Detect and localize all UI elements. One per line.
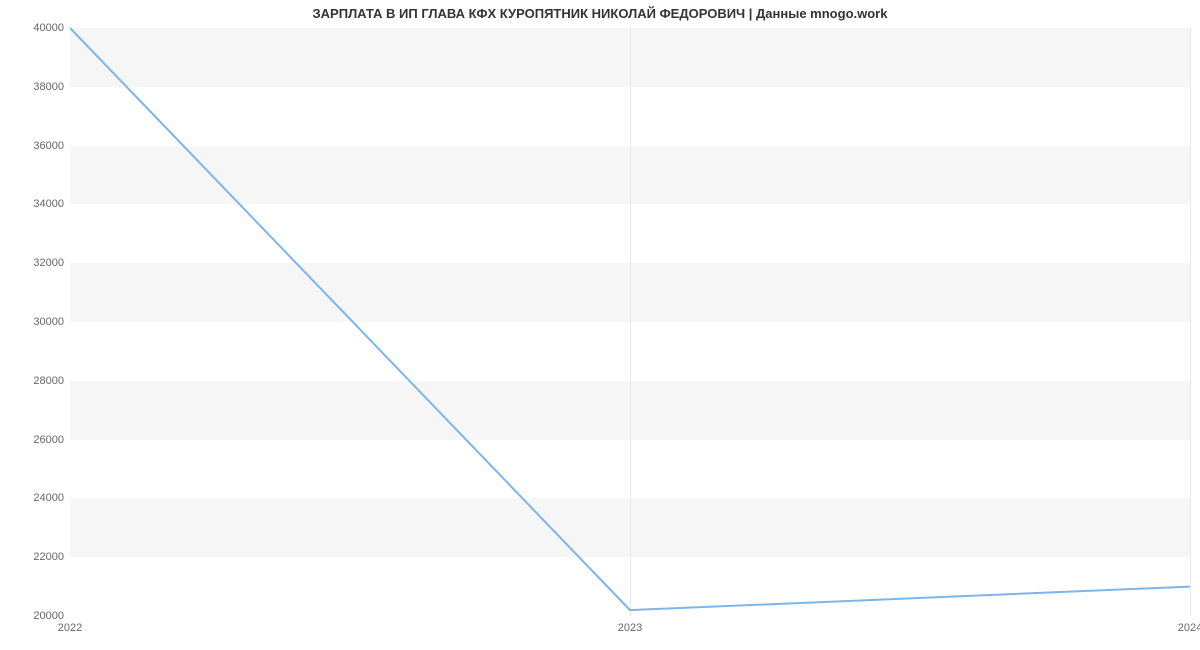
y-tick-label: 38000 bbox=[33, 81, 70, 93]
x-tick-label: 2022 bbox=[58, 616, 82, 634]
y-tick-label: 22000 bbox=[33, 551, 70, 563]
y-tick-label: 36000 bbox=[33, 140, 70, 152]
y-tick-label: 24000 bbox=[33, 492, 70, 504]
x-gridline bbox=[1190, 28, 1191, 616]
chart-title: ЗАРПЛАТА В ИП ГЛАВА КФХ КУРОПЯТНИК НИКОЛ… bbox=[0, 6, 1200, 21]
x-tick-label: 2024 bbox=[1178, 616, 1200, 634]
y-tick-label: 40000 bbox=[33, 22, 70, 34]
y-tick-label: 30000 bbox=[33, 316, 70, 328]
x-tick-label: 2023 bbox=[618, 616, 642, 634]
plot-area: 2000022000240002600028000300003200034000… bbox=[70, 28, 1190, 616]
y-tick-label: 32000 bbox=[33, 257, 70, 269]
y-tick-label: 26000 bbox=[33, 434, 70, 446]
salary-line-chart: ЗАРПЛАТА В ИП ГЛАВА КФХ КУРОПЯТНИК НИКОЛ… bbox=[0, 0, 1200, 650]
line-series bbox=[70, 28, 1190, 616]
y-tick-label: 34000 bbox=[33, 198, 70, 210]
y-tick-label: 28000 bbox=[33, 375, 70, 387]
